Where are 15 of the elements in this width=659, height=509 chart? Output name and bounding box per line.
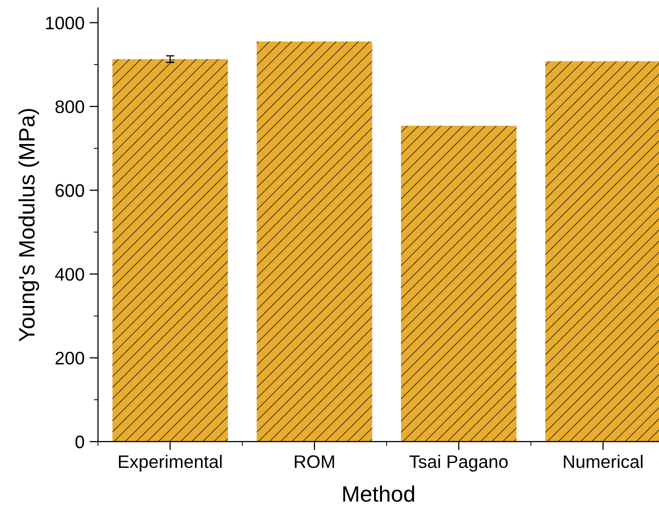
y-axis-title: Young's Modulus (MPa) xyxy=(18,108,40,342)
y-tick-label: 0 xyxy=(75,436,84,448)
x-tick-label: ROM xyxy=(294,455,334,468)
x-tick-label: Experimental xyxy=(118,454,222,472)
y-tick-label: 600 xyxy=(56,184,84,197)
y-tick-label: 1000 xyxy=(46,16,84,30)
y-tick-label: 800 xyxy=(55,100,84,114)
y-tick-label: 200 xyxy=(56,352,84,365)
bar xyxy=(401,126,516,442)
x-tick-label: Tsai Pagano xyxy=(409,454,508,472)
y-tick-label: 400 xyxy=(55,268,84,281)
bar xyxy=(112,59,228,442)
bar xyxy=(256,42,372,442)
x-tick-label: Numerical xyxy=(564,454,642,468)
x-axis-title: Method xyxy=(343,486,414,502)
